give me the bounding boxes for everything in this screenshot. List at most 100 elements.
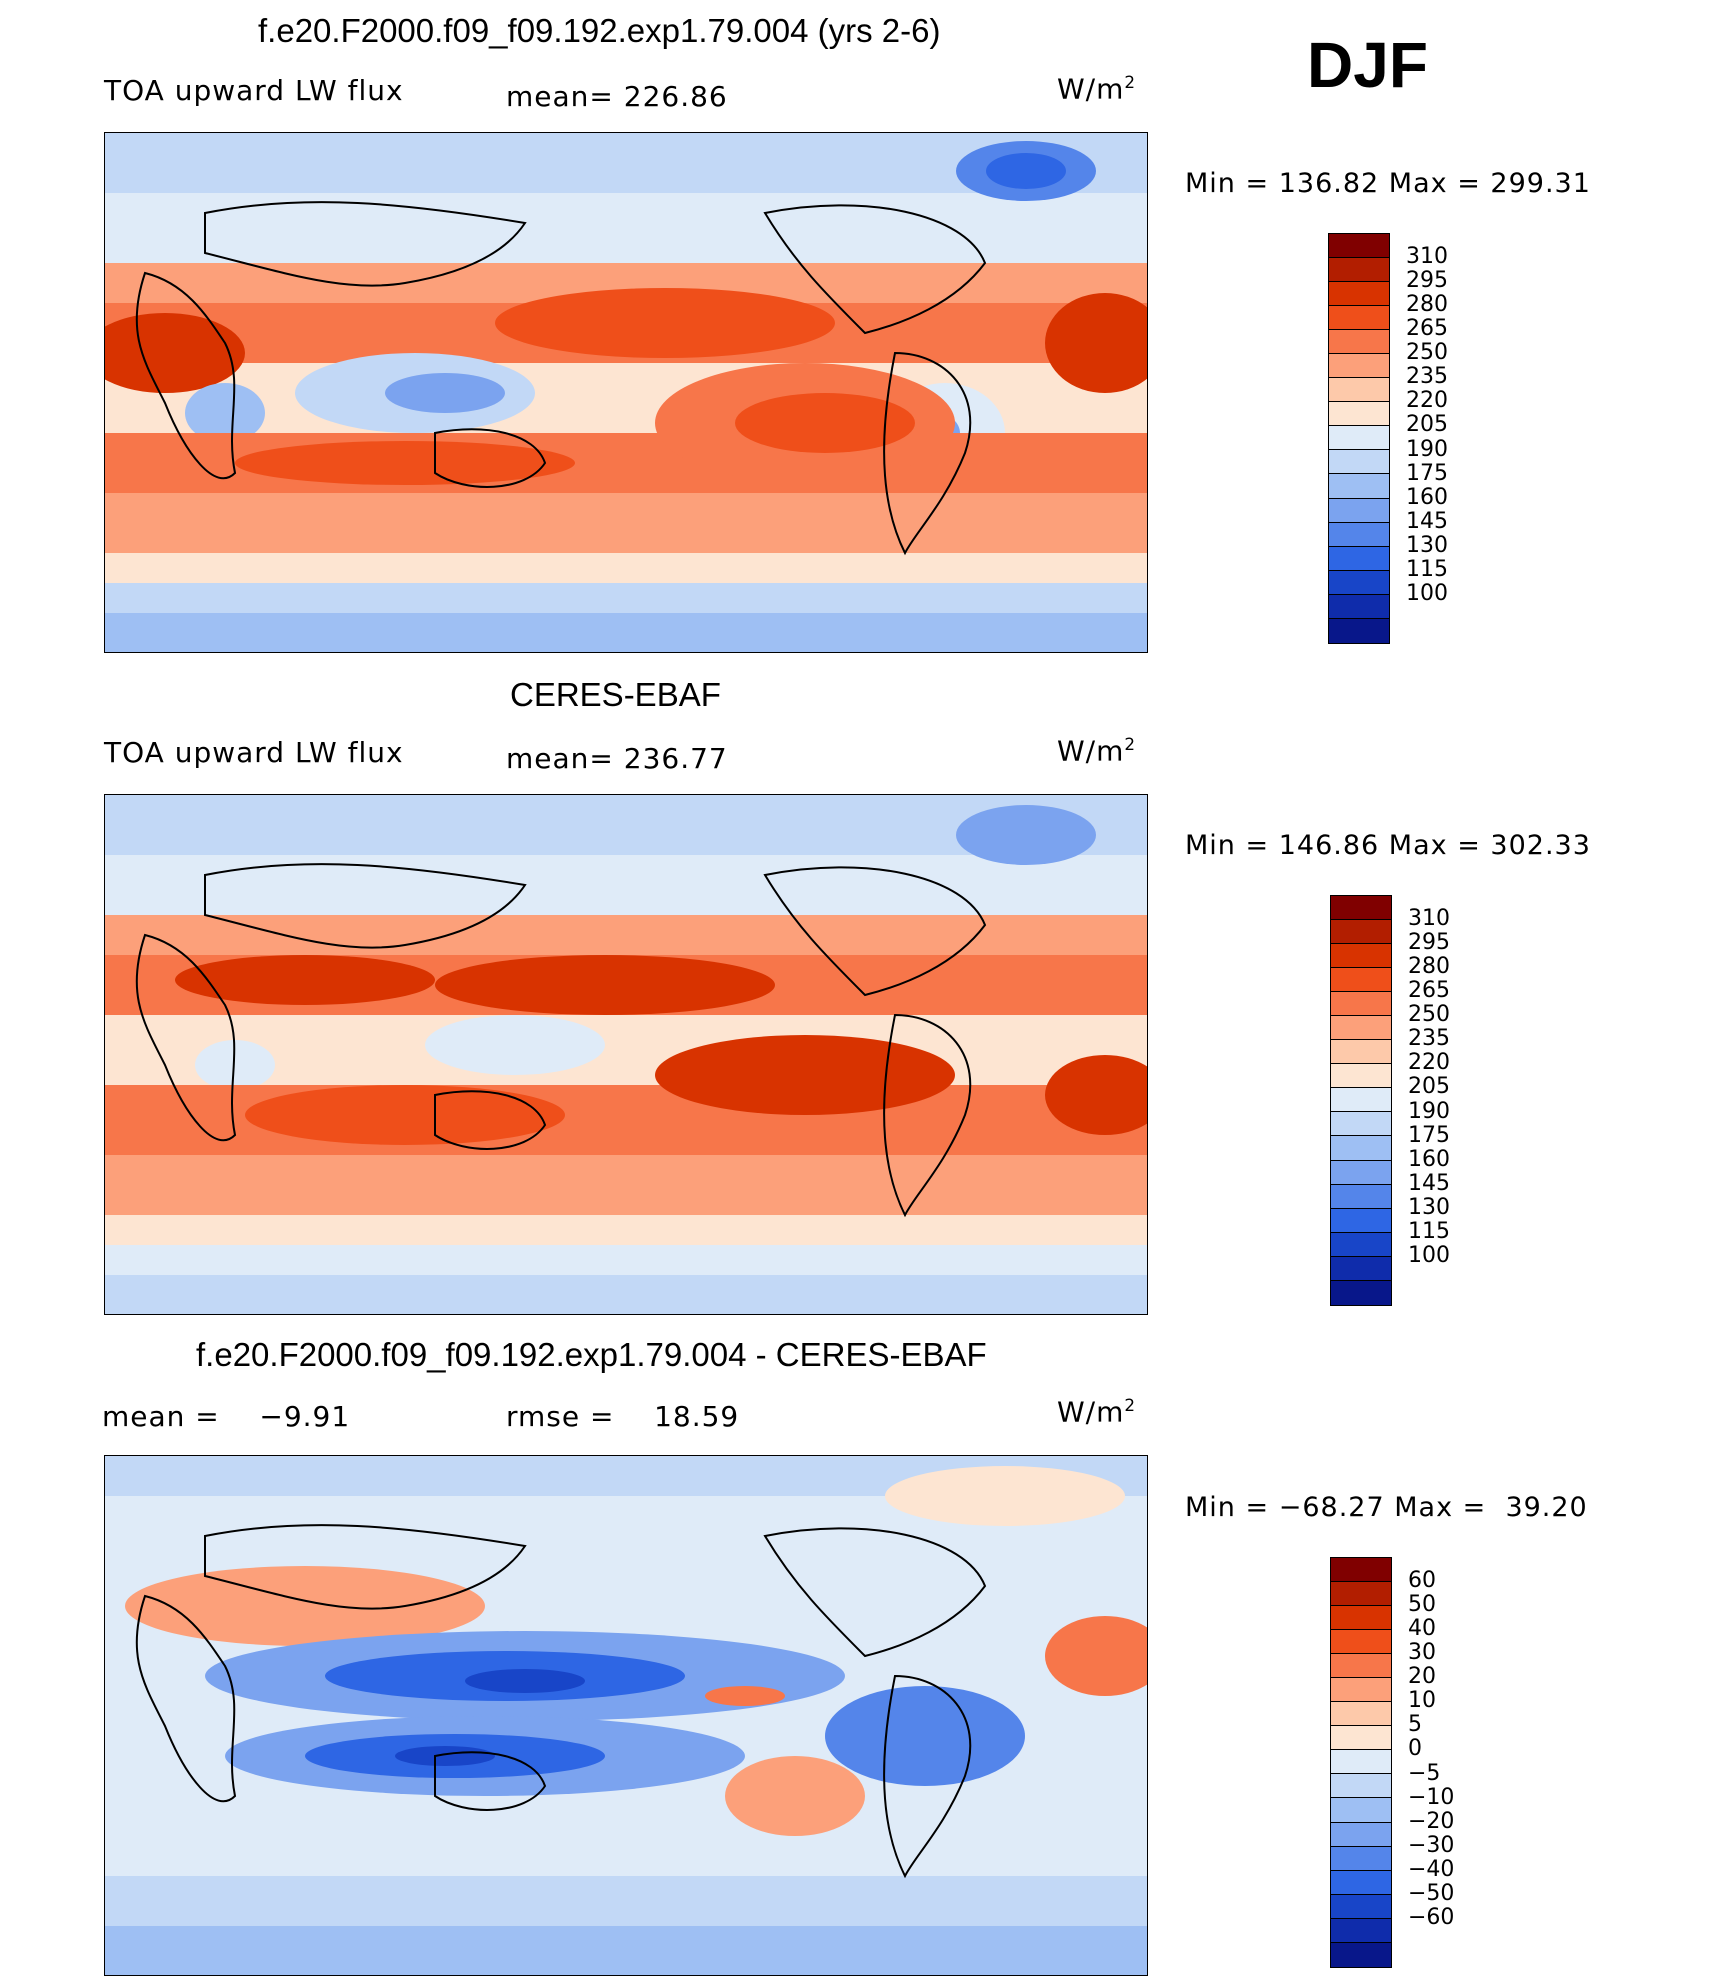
season-label: DJF bbox=[1307, 29, 1428, 101]
colorbar-tick-label: 220 bbox=[1408, 1050, 1450, 1076]
colorbar-swatch bbox=[1331, 1822, 1391, 1847]
colorbar-tick-label: 235 bbox=[1408, 1026, 1450, 1052]
panel-2-map bbox=[104, 794, 1148, 1315]
colorbar-swatch bbox=[1329, 306, 1389, 331]
colorbar-tick-label: −10 bbox=[1408, 1784, 1455, 1810]
colorbar-tick-label: 5 bbox=[1408, 1712, 1422, 1738]
colorbar-swatch bbox=[1331, 1630, 1391, 1655]
colorbar-swatch bbox=[1329, 330, 1389, 355]
colorbar-tick-label: 0 bbox=[1408, 1736, 1422, 1762]
colorbar-tick-label: 30 bbox=[1408, 1640, 1436, 1666]
colorbar-tick-label: −40 bbox=[1408, 1856, 1455, 1882]
colorbar-tick-label: 250 bbox=[1406, 340, 1448, 366]
colorbar-swatch bbox=[1331, 1894, 1391, 1919]
colorbar-tick-label: 100 bbox=[1408, 1242, 1450, 1268]
colorbar-swatch bbox=[1331, 1846, 1391, 1871]
colorbar-swatch bbox=[1331, 1702, 1391, 1727]
panel-1-mean: mean= 226.86 bbox=[506, 80, 728, 113]
colorbar-swatch bbox=[1331, 1136, 1391, 1161]
colorbar-swatch bbox=[1331, 1654, 1391, 1679]
colorbar-swatch bbox=[1331, 992, 1391, 1017]
colorbar-swatch bbox=[1331, 1184, 1391, 1209]
colorbar-tick-label: 130 bbox=[1406, 532, 1448, 558]
colorbar-swatch bbox=[1331, 1064, 1391, 1089]
colorbar-swatch bbox=[1331, 1088, 1391, 1113]
colorbar-swatch bbox=[1329, 618, 1389, 643]
colorbar-swatch bbox=[1329, 594, 1389, 619]
colorbar-swatch bbox=[1329, 354, 1389, 379]
colorbar-swatch bbox=[1329, 474, 1389, 499]
panel-1-colorbar-labels: 310 295 280 265 250 235 220 205 190 175 160 145 130 1… bbox=[1406, 233, 1506, 642]
colorbar-tick-label: 10 bbox=[1408, 1688, 1436, 1714]
colorbar-swatch bbox=[1331, 1870, 1391, 1895]
colorbar-tick-label: 175 bbox=[1408, 1122, 1450, 1148]
panel-2-variable: TOA upward LW flux bbox=[104, 736, 404, 769]
colorbar-tick-label: 145 bbox=[1406, 508, 1448, 534]
colorbar-tick-label: 190 bbox=[1408, 1098, 1450, 1124]
colorbar-tick-label: 295 bbox=[1406, 268, 1448, 294]
panel-1-map bbox=[104, 132, 1148, 653]
panel-3-rmse: rmse = 18.59 bbox=[506, 1400, 740, 1433]
colorbar-tick-label: 130 bbox=[1408, 1194, 1450, 1220]
colorbar-tick-label: 205 bbox=[1408, 1074, 1450, 1100]
colorbar-swatch bbox=[1331, 1606, 1391, 1631]
colorbar-tick-label: −5 bbox=[1408, 1760, 1441, 1786]
panel-3-colorbar-labels: 60 50 40 30 20 10 5 0 −5 −10 −20 −30 −40 −50 −60 bbox=[1408, 1557, 1508, 1966]
colorbar-swatch bbox=[1329, 546, 1389, 571]
colorbar-tick-label: 280 bbox=[1408, 954, 1450, 980]
panel-3-mean: mean = −9.91 bbox=[102, 1400, 351, 1433]
panel-1-title: f.e20.F2000.f09_f09.192.exp1.79.004 (yrs… bbox=[258, 12, 941, 49]
colorbar-tick-label: 145 bbox=[1408, 1170, 1450, 1196]
colorbar-tick-label: 235 bbox=[1406, 364, 1448, 390]
colorbar-swatch bbox=[1331, 1016, 1391, 1041]
colorbar-swatch bbox=[1329, 234, 1389, 259]
colorbar-swatch bbox=[1331, 896, 1391, 921]
colorbar-swatch bbox=[1329, 522, 1389, 547]
colorbar-tick-label: 295 bbox=[1408, 930, 1450, 956]
colorbar-tick-label: 280 bbox=[1406, 292, 1448, 318]
colorbar-swatch bbox=[1329, 450, 1389, 475]
colorbar-swatch bbox=[1331, 944, 1391, 969]
panel-3-map bbox=[104, 1455, 1148, 1976]
colorbar-swatch bbox=[1331, 1774, 1391, 1799]
colorbar-tick-label: −20 bbox=[1408, 1808, 1455, 1834]
colorbar-tick-label: 115 bbox=[1408, 1218, 1450, 1244]
panel-3-units: W/m2 bbox=[1057, 1395, 1137, 1429]
colorbar-tick-label: 250 bbox=[1408, 1002, 1450, 1028]
colorbar-swatch bbox=[1331, 920, 1391, 945]
colorbar-swatch bbox=[1331, 1750, 1391, 1775]
colorbar-tick-label: 100 bbox=[1406, 580, 1448, 606]
panel-2-units: W/m2 bbox=[1057, 734, 1137, 768]
colorbar-swatch bbox=[1331, 1160, 1391, 1185]
colorbar-tick-label: 205 bbox=[1406, 412, 1448, 438]
colorbar-swatch bbox=[1331, 1040, 1391, 1065]
panel-2-title: CERES-EBAF bbox=[510, 676, 721, 713]
colorbar-swatch bbox=[1331, 968, 1391, 993]
panel-3-minmax: Min = −68.27 Max = 39.20 bbox=[1185, 1492, 1588, 1523]
colorbar-swatch bbox=[1331, 1582, 1391, 1607]
colorbar-tick-label: −60 bbox=[1408, 1904, 1455, 1930]
colorbar-swatch bbox=[1331, 1280, 1391, 1305]
colorbar-swatch bbox=[1329, 378, 1389, 403]
colorbar-tick-label: −50 bbox=[1408, 1880, 1455, 1906]
colorbar-tick-label: 160 bbox=[1406, 484, 1448, 510]
colorbar-tick-label: 220 bbox=[1406, 388, 1448, 414]
colorbar-swatch bbox=[1329, 258, 1389, 283]
colorbar-swatch bbox=[1329, 426, 1389, 451]
panel-1-units: W/m2 bbox=[1057, 72, 1137, 106]
panel-1-variable: TOA upward LW flux bbox=[104, 74, 404, 107]
colorbar-tick-label: 160 bbox=[1408, 1146, 1450, 1172]
colorbar-swatch bbox=[1329, 498, 1389, 523]
colorbar-tick-label: 190 bbox=[1406, 436, 1448, 462]
colorbar-swatch bbox=[1329, 402, 1389, 427]
colorbar-tick-label: 310 bbox=[1406, 244, 1448, 270]
colorbar-swatch bbox=[1331, 1232, 1391, 1257]
panel-2-minmax: Min = 146.86 Max = 302.33 bbox=[1185, 830, 1591, 861]
colorbar-tick-label: 40 bbox=[1408, 1616, 1436, 1642]
panel-1-minmax: Min = 136.82 Max = 299.31 bbox=[1185, 168, 1591, 199]
panel-2-mean: mean= 236.77 bbox=[506, 742, 728, 775]
colorbar-swatch bbox=[1331, 1942, 1391, 1967]
colorbar-tick-label: 265 bbox=[1406, 316, 1448, 342]
colorbar-swatch bbox=[1331, 1256, 1391, 1281]
colorbar-tick-label: 265 bbox=[1408, 978, 1450, 1004]
